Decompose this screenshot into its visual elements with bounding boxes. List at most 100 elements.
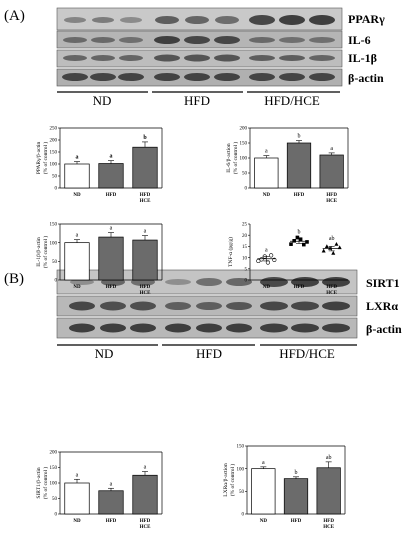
y-axis-label-line: (% of control )	[232, 142, 239, 175]
x-tick-label: HFD	[294, 285, 305, 290]
data-point	[259, 257, 264, 262]
data-point	[295, 235, 300, 240]
bar	[98, 163, 124, 189]
data-point	[289, 242, 293, 246]
y-axis-label: SIRT1/β-actin(% of control )	[36, 467, 49, 500]
bar	[286, 142, 312, 189]
group-label-hfdhce-b: HFD/HCE	[279, 346, 335, 361]
x-tick-label: HCE	[140, 199, 152, 204]
y-tick-label: 100	[50, 163, 58, 168]
y-axis-label: IL-6/β-action(% of control )	[226, 142, 239, 175]
y-axis-label-line: (% of control )	[42, 467, 49, 500]
x-tick-label: ND	[73, 193, 81, 198]
significance-letter: a	[144, 465, 147, 471]
data-point	[265, 260, 271, 265]
y-tick-label: 150	[237, 445, 245, 450]
significance-letter: a	[76, 155, 79, 161]
y-axis-label-line: (% of control )	[42, 142, 49, 175]
bar	[98, 236, 124, 281]
x-tick-label: HFD	[323, 519, 334, 524]
significance-letter: b	[298, 229, 301, 235]
significance-letter: a	[330, 146, 333, 152]
data-point	[334, 241, 339, 246]
y-axis-label-line: SIRT1/β-actin	[36, 467, 42, 498]
bar	[64, 242, 90, 281]
blot-label-sirt1: SIRT1	[366, 276, 400, 290]
x-tick-label: ND	[263, 285, 271, 290]
group-label-nd-b: ND	[95, 346, 114, 361]
significance-letter: a	[144, 229, 147, 235]
y-tick-label: 150	[240, 142, 248, 147]
bar	[251, 468, 276, 515]
y-axis-label: PPARγ/β-actin(% of control )	[36, 141, 49, 174]
blot-strip-il1b	[56, 49, 343, 68]
significance-letter: a	[110, 154, 113, 160]
x-tick-label: ND	[260, 519, 268, 524]
y-tick-label: 250	[50, 127, 58, 132]
bar	[254, 157, 279, 189]
x-tick-label: HCE	[326, 199, 338, 204]
y-tick-label: 0	[245, 279, 248, 284]
y-tick-label: 50	[242, 172, 248, 177]
data-point	[331, 250, 336, 255]
y-tick-label: 20	[242, 234, 248, 239]
group-label-hfd-b: HFD	[196, 346, 222, 361]
y-tick-label: 5	[245, 268, 248, 273]
bar	[64, 163, 90, 189]
group-label-hfd-a: HFD	[184, 93, 210, 108]
chart-lxra: 0 50 100 150 LXRα/β-action(% of control ) ND H…	[223, 445, 346, 530]
significance-letter: ab	[329, 236, 335, 242]
blot-label-ppar: PPARγ	[348, 12, 385, 26]
y-tick-label: 0	[55, 279, 58, 284]
significance-letter: a	[265, 247, 268, 253]
y-tick-label: 150	[50, 466, 58, 471]
significance-letter: b	[298, 134, 301, 140]
y-axis-label-line: (% of control )	[229, 464, 236, 497]
blot-strip-sirt1	[56, 269, 358, 295]
bar	[98, 490, 124, 515]
y-tick-label: 150	[50, 151, 58, 156]
y-tick-label: 150	[50, 223, 58, 228]
y-tick-label: 50	[52, 497, 58, 502]
bar	[132, 239, 158, 281]
y-tick-label: 0	[55, 513, 58, 518]
bar	[132, 474, 158, 515]
y-tick-label: 200	[50, 139, 58, 144]
bar	[283, 478, 309, 515]
chart-sirt1: 0 50 100 150 200 SIRT1/β-actin(% of control )…	[36, 451, 163, 530]
data-point	[256, 258, 261, 264]
x-tick-label: HFD	[106, 193, 117, 198]
y-tick-label: 0	[55, 187, 58, 192]
chart-il6: 0 50 100 150 200 IL-6/β-action(% of control )…	[226, 127, 349, 204]
blot-strip-actin-b	[56, 317, 358, 339]
x-tick-label: ND	[263, 193, 271, 198]
bar	[64, 482, 90, 515]
data-point	[302, 242, 306, 247]
panel-b-letter: (B)	[4, 271, 24, 287]
y-axis-label-line: PPARγ/β-actin	[36, 141, 42, 174]
significance-letter: b	[143, 135, 147, 141]
significance-letter: a	[76, 233, 79, 239]
blot-label-actin-a: β-actin	[348, 71, 384, 85]
y-axis-label: TNF-α (pg/g)	[227, 237, 234, 267]
x-tick-label: HFD	[106, 285, 117, 290]
x-tick-label: HFD	[294, 193, 305, 198]
blot-strip-actin-a	[56, 68, 343, 87]
data-point	[292, 239, 296, 243]
x-tick-label: HFD	[291, 519, 302, 524]
y-axis-label: LXRα/β-action(% of control )	[223, 463, 236, 497]
y-tick-label: 25	[242, 223, 248, 228]
panel-a-letter: (A)	[4, 8, 25, 24]
y-axis-label-line: IL-6/β-action	[226, 143, 232, 173]
y-tick-label: 0	[245, 187, 248, 192]
y-tick-label: 50	[52, 175, 58, 180]
bar	[316, 467, 341, 515]
significance-letter: b	[295, 470, 298, 476]
y-axis-label-line: TNF-α (pg/g)	[227, 237, 234, 267]
x-tick-label: HFD	[140, 193, 151, 198]
data-point	[337, 245, 342, 250]
y-axis-label-line: (% of control )	[42, 236, 49, 269]
blot-strip-il6	[56, 30, 343, 49]
significance-letter: a	[110, 226, 113, 232]
